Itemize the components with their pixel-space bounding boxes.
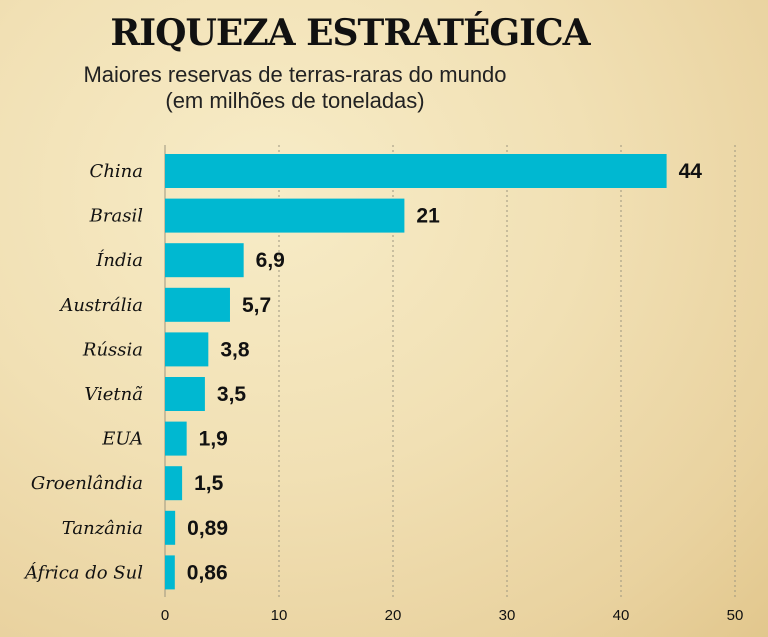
bar xyxy=(165,287,230,322)
category-label: Rússia xyxy=(82,339,143,360)
bar xyxy=(165,555,175,590)
category-labels: China Brasil Índia Austrália Rússia Vietnã EUA… xyxy=(23,161,143,583)
category-label: Vietnã xyxy=(84,384,143,405)
x-tick-label: 30 xyxy=(499,607,516,624)
value-label: 6,9 xyxy=(256,249,285,272)
category-label: Brasil xyxy=(89,206,144,227)
bar xyxy=(165,466,183,501)
bar xyxy=(165,332,209,367)
bar xyxy=(165,510,176,545)
chart-subtitle: Maiores reservas de terras-raras do mund… xyxy=(0,62,590,114)
x-axis: 0 10 20 30 40 50 xyxy=(161,607,744,624)
category-label: Austrália xyxy=(58,295,143,316)
x-tick-label: 0 xyxy=(161,607,169,624)
value-label: 3,8 xyxy=(220,338,250,361)
value-label: 0,89 xyxy=(187,517,228,540)
category-label: Groenlândia xyxy=(31,473,143,494)
bar xyxy=(165,154,667,188)
category-label: Índia xyxy=(95,248,143,271)
x-tick-label: 20 xyxy=(385,607,402,624)
subtitle-line-1: Maiores reservas de terras-raras do mund… xyxy=(83,62,507,87)
subtitle-line-2: (em milhões de toneladas) xyxy=(165,88,425,113)
bar xyxy=(165,198,405,233)
value-label: 21 xyxy=(416,205,440,228)
value-label: 3,5 xyxy=(217,383,247,406)
value-label: 44 xyxy=(679,160,703,183)
bar xyxy=(165,421,187,456)
value-label: 1,5 xyxy=(194,472,224,495)
bar xyxy=(165,377,205,411)
chart-title: RIQUEZA ESTRATÉGICA xyxy=(110,12,590,54)
bar xyxy=(165,243,244,278)
value-label: 1,9 xyxy=(199,428,228,451)
x-tick-label: 40 xyxy=(613,607,630,624)
x-tick-label: 50 xyxy=(727,607,744,624)
value-labels: 44 21 6,9 5,7 3,8 3,5 1,9 1,5 0,89 0,86 xyxy=(187,160,702,584)
bars xyxy=(165,154,667,590)
x-tick-label: 10 xyxy=(271,607,288,624)
value-label: 5,7 xyxy=(242,294,271,317)
category-label: África do Sul xyxy=(23,560,143,583)
category-label: China xyxy=(90,161,143,182)
category-label: EUA xyxy=(101,429,143,450)
category-label: Tanzânia xyxy=(62,518,143,539)
value-label: 0,86 xyxy=(187,561,228,584)
